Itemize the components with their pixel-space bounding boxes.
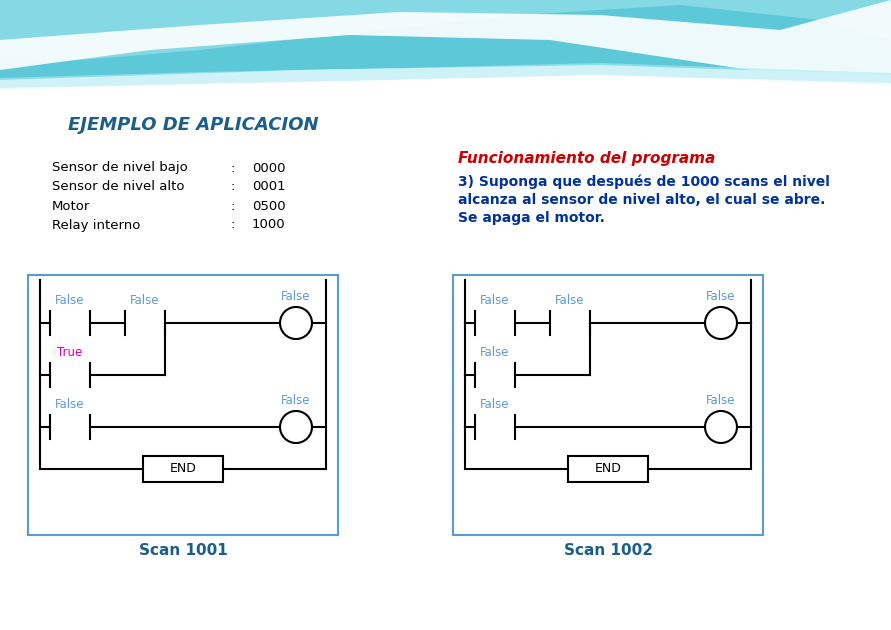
Text: False: False [480,294,510,307]
Text: False: False [707,290,736,303]
Text: Sensor de nivel alto: Sensor de nivel alto [52,181,184,193]
Polygon shape [0,0,891,60]
FancyBboxPatch shape [453,275,763,535]
Text: 0500: 0500 [252,200,286,212]
Text: False: False [282,290,311,303]
Text: 0001: 0001 [252,181,286,193]
Polygon shape [0,75,891,94]
Text: Funcionamiento del programa: Funcionamiento del programa [458,151,715,166]
Text: END: END [594,462,621,476]
Text: 0000: 0000 [252,161,285,175]
Text: False: False [555,294,584,307]
Text: Se apaga el motor.: Se apaga el motor. [458,211,605,225]
Text: Motor: Motor [52,200,90,212]
Text: False: False [55,398,85,411]
Polygon shape [0,0,891,90]
Text: Scan 1001: Scan 1001 [139,543,227,558]
Text: alcanza al sensor de nivel alto, el cual se abre.: alcanza al sensor de nivel alto, el cual… [458,193,825,207]
Text: False: False [480,398,510,411]
FancyBboxPatch shape [143,456,223,482]
Polygon shape [0,65,891,630]
Text: Sensor de nivel bajo: Sensor de nivel bajo [52,161,188,175]
Text: :: : [230,181,234,193]
Text: False: False [55,294,85,307]
Text: END: END [169,462,196,476]
Text: True: True [57,346,83,359]
Text: :: : [230,219,234,231]
Text: False: False [480,346,510,359]
Polygon shape [0,0,891,100]
Text: False: False [130,294,159,307]
Polygon shape [0,63,891,90]
Text: Relay interno: Relay interno [52,219,141,231]
Text: Scan 1002: Scan 1002 [563,543,652,558]
Text: :: : [230,161,234,175]
FancyBboxPatch shape [568,456,648,482]
Text: EJEMPLO DE APLICACION: EJEMPLO DE APLICACION [68,116,319,134]
Text: :: : [230,200,234,212]
Text: False: False [707,394,736,407]
Text: False: False [282,394,311,407]
Text: 1000: 1000 [252,219,286,231]
FancyBboxPatch shape [28,275,338,535]
Text: 3) Suponga que después de 1000 scans el nivel: 3) Suponga que después de 1000 scans el … [458,175,830,189]
